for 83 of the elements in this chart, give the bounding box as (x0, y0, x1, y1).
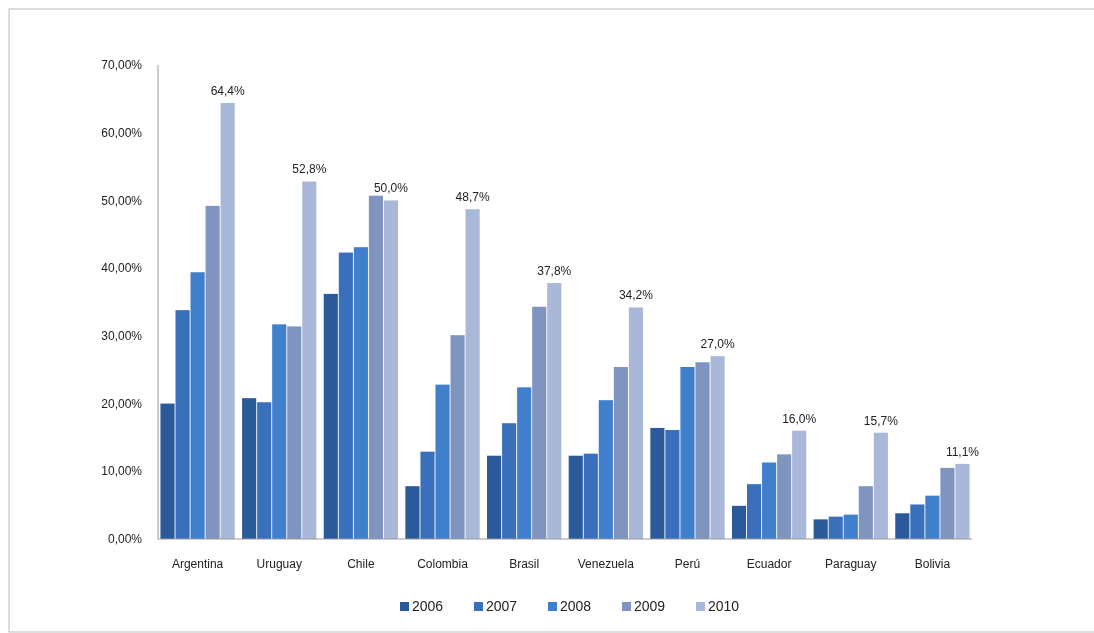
x-tick-label: Ecuador (746, 557, 792, 571)
y-tick-label: 20,00% (101, 396, 143, 411)
bar (843, 514, 858, 539)
bar (613, 367, 628, 539)
bar (517, 387, 532, 539)
bar (568, 455, 583, 539)
data-label: 50,0% (373, 181, 409, 196)
y-tick-label: 40,00% (101, 261, 143, 276)
x-tick-label: Perú (674, 557, 701, 571)
y-tick-label: 60,00% (101, 125, 143, 140)
bar (242, 398, 257, 539)
bar (383, 200, 399, 539)
legend-label: 2007 (486, 598, 518, 614)
bar (650, 427, 665, 539)
data-label: 16,0% (782, 411, 817, 426)
data-label: 11,1% (945, 444, 980, 459)
bar (450, 335, 465, 539)
bar (323, 293, 338, 539)
bar (338, 252, 353, 539)
bar (598, 400, 613, 539)
x-tick-label: Venezuela (577, 557, 635, 571)
bar (777, 454, 792, 539)
bar (873, 432, 888, 539)
y-tick-label: 50,00% (101, 193, 143, 208)
bar (487, 455, 502, 539)
legend-label: 2010 (708, 598, 740, 614)
data-label: 52,8% (292, 162, 327, 177)
x-tick-label: Colombia (417, 557, 469, 571)
x-tick-label: Brasil (509, 557, 540, 571)
bar (220, 102, 235, 539)
bar (302, 181, 317, 539)
bar (435, 384, 450, 539)
bar (368, 195, 383, 539)
y-tick-label: 70,00% (101, 58, 143, 73)
bar (813, 519, 828, 539)
bar (465, 209, 480, 539)
bar (502, 423, 517, 539)
bar (955, 463, 970, 539)
bar (940, 467, 955, 539)
bar (695, 362, 710, 539)
bar (680, 367, 695, 539)
x-tick-label: Chile (347, 557, 375, 571)
x-tick-label: Argentina (171, 557, 224, 571)
data-label: 37,8% (537, 264, 572, 279)
bar (792, 430, 807, 539)
data-label: 64,4% (210, 83, 246, 98)
data-label: 15,7% (863, 413, 899, 428)
data-label: 48,7% (455, 190, 490, 205)
x-tick-label: Paraguay (825, 557, 877, 571)
bar (895, 513, 910, 539)
x-tick-label: Uruguay (256, 557, 302, 571)
legend-label: 2006 (412, 598, 444, 614)
bar (710, 356, 725, 539)
bar (925, 495, 940, 539)
bar (628, 307, 643, 539)
data-label: 34,2% (618, 288, 654, 303)
bar (731, 505, 747, 539)
bar (353, 247, 368, 539)
bar (205, 205, 220, 539)
x-tick-label: Bolivia (914, 557, 951, 571)
y-tick-label: 30,00% (101, 329, 143, 344)
bar (858, 486, 873, 539)
legend-label: 2008 (560, 598, 592, 614)
data-label: 27,0% (700, 337, 735, 352)
bar (583, 453, 598, 539)
bar (257, 402, 272, 539)
bar (747, 484, 762, 539)
bar (405, 486, 420, 539)
bar (828, 516, 843, 539)
bar (910, 504, 925, 539)
bar (190, 272, 205, 539)
bar (287, 326, 302, 539)
bar (160, 403, 175, 539)
bar (547, 283, 562, 539)
y-tick-label: 0,00% (107, 532, 143, 547)
legend-label: 2009 (634, 598, 666, 614)
y-tick-label: 10,00% (101, 464, 143, 479)
bar (272, 324, 287, 539)
bar (420, 451, 435, 539)
bar (175, 310, 190, 539)
bar (762, 462, 777, 539)
bar (532, 306, 547, 539)
bar (665, 429, 680, 539)
